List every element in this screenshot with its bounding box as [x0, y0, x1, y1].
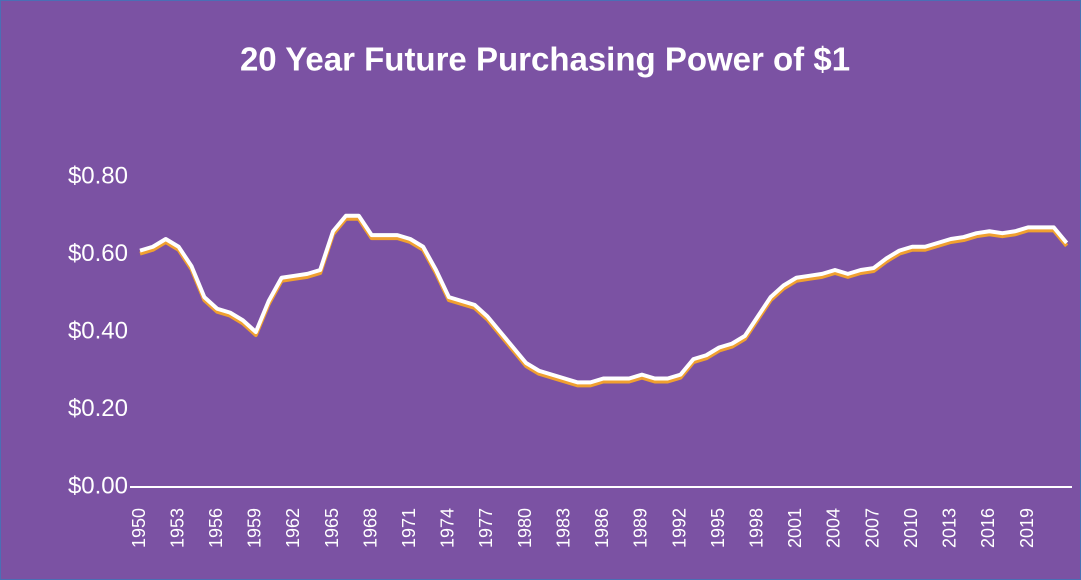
- x-tick-label: 2013: [940, 508, 960, 548]
- x-tick-label: 1968: [360, 508, 380, 548]
- x-tick-label: 1986: [592, 508, 612, 548]
- y-tick-label: $0.00: [68, 472, 128, 499]
- x-tick-label: 1980: [515, 508, 535, 548]
- x-tick-label: 1989: [631, 508, 651, 548]
- x-tick-label: 1953: [167, 508, 187, 548]
- x-tick-label: 1998: [747, 508, 767, 548]
- x-tick-label: 1959: [245, 508, 265, 548]
- x-tick-label: 1962: [283, 508, 303, 548]
- x-tick-label: 2010: [901, 508, 921, 548]
- x-tick-label: 2007: [862, 508, 882, 548]
- x-tick-label: 2019: [1017, 508, 1037, 548]
- x-tick-label: 2001: [785, 508, 805, 548]
- y-tick-label: $0.40: [68, 317, 128, 344]
- x-tick-label: 1950: [129, 508, 149, 548]
- x-tick-label: 1983: [553, 508, 573, 548]
- x-tick-label: 1965: [322, 508, 342, 548]
- x-tick-label: 1956: [206, 508, 226, 548]
- y-tick-label: $0.20: [68, 395, 128, 422]
- y-tick-label: $0.80: [68, 162, 128, 189]
- x-tick-label: 1992: [669, 508, 689, 548]
- x-tick-label: 1971: [399, 508, 419, 548]
- x-tick-label: 2016: [978, 508, 998, 548]
- line-shadow: [139, 216, 1069, 388]
- x-tick-label: 2004: [824, 508, 844, 548]
- x-tick-label: 1995: [708, 508, 728, 548]
- x-tick-label: 1977: [476, 508, 496, 548]
- chart-title: 20 Year Future Purchasing Power of $1: [240, 41, 850, 78]
- y-tick-label: $0.60: [68, 240, 128, 267]
- x-tick-label: 1974: [438, 508, 458, 548]
- line: [139, 213, 1069, 385]
